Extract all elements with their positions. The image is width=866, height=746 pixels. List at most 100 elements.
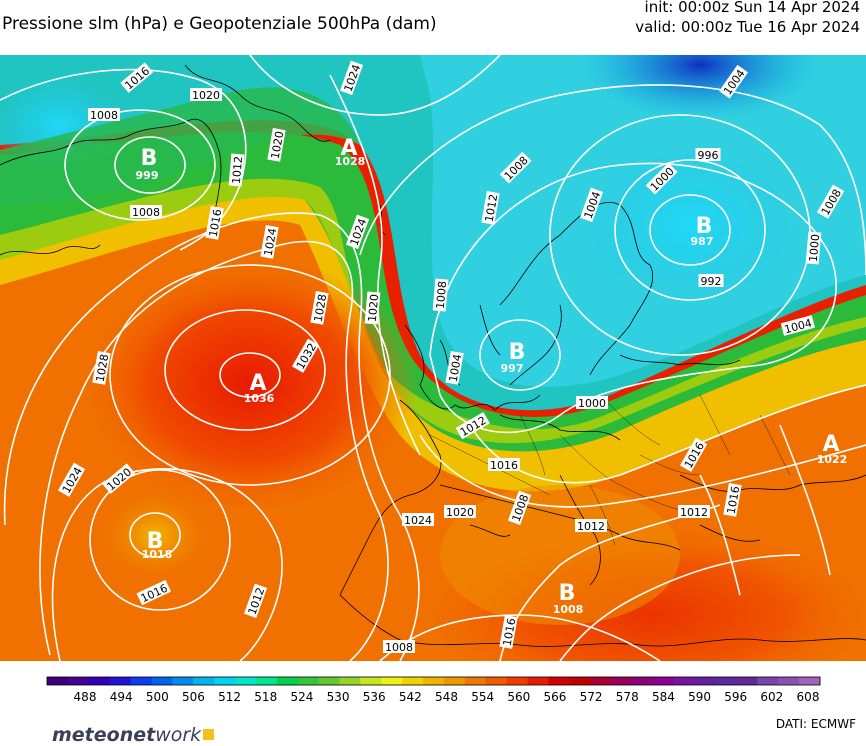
colorbar-swatch [736,677,758,685]
svg-text:1016: 1016 [207,208,225,238]
colorbar-swatch [193,677,215,685]
map-title: Pressione slm (hPa) e Geopotenziale 500h… [2,14,437,34]
colorbar-swatch [464,677,487,685]
svg-text:1012: 1012 [577,520,605,533]
colorbar-swatch [297,677,320,685]
colorbar-frame [46,676,821,686]
isobar-label: 1012 [575,519,607,533]
isobar-label: 992 [698,274,724,288]
isobar-label: 1008 [88,108,120,122]
colorbar-tick-label: 536 [363,690,386,704]
isobar-label: 1028 [92,351,111,385]
isobar-label: 1020 [267,128,286,162]
colorbar-swatch [443,677,466,685]
isobar-label: 1008 [130,205,162,219]
meteonetwork-logo[interactable]: meteonetwork [52,724,215,746]
svg-text:992: 992 [701,275,722,288]
colorbar-tick-label: 506 [182,690,205,704]
colorbar-swatch [235,677,257,685]
colorbar-tick-label: 524 [290,690,313,704]
svg-text:1008: 1008 [553,603,584,616]
colorbar-tick-label: 578 [616,690,639,704]
isobar-label: 1000 [805,231,822,265]
colorbar-swatch [778,677,800,685]
colorbar-swatch [47,677,69,685]
isobar-label: 1020 [190,88,222,102]
colorbar-tick-label: 488 [74,690,97,704]
colorbar-tick-label: 500 [146,690,169,704]
svg-text:1020: 1020 [366,294,381,323]
colorbar-tick-label: 512 [218,690,241,704]
colorbar-swatch [339,677,361,685]
colorbar-swatch [652,677,675,685]
colorbar-swatch [715,677,737,685]
isobar-label: 1016 [723,483,742,517]
colorbar-tick-label: 602 [760,690,783,704]
colorbar-swatch [67,677,90,685]
colorbar-swatch [631,677,654,685]
colorbar-swatch [318,677,340,685]
colorbar-swatch [214,677,236,685]
coastlines [0,64,866,647]
colorbar-swatch [88,677,111,685]
isobar-label: 1012 [678,505,710,519]
svg-text:B: B [141,146,158,171]
isobar-label: 1024 [260,225,279,259]
svg-text:B: B [509,340,526,365]
colorbar-swatch [485,677,508,685]
colorbar-tick-label: 590 [688,690,711,704]
data-credit: DATI: ECMWF [775,717,856,731]
init-time: init: 00:00z Sun 14 Apr 2024 [644,0,860,16]
isobar-label: 1008 [383,640,415,654]
valid-time: valid: 00:00z Tue 16 Apr 2024 [635,18,860,36]
colorbar-tick-label: 608 [797,690,820,704]
svg-text:997: 997 [501,362,524,375]
colorbar-tick-label: 542 [399,690,422,704]
svg-text:1020: 1020 [269,130,287,160]
svg-text:1020: 1020 [446,506,474,519]
colorbar-tick-label: 560 [507,690,530,704]
svg-text:1008: 1008 [90,109,118,122]
colorbar-swatch [402,677,424,685]
colorbar-swatch [757,677,779,685]
svg-text:1028: 1028 [335,155,366,168]
isobar-label: 1020 [364,291,381,325]
isobar-label: 1008 [432,278,449,312]
isobar-label: 1016 [205,206,224,240]
isobar-label: 1016 [488,458,520,472]
isobar-label: 1000 [576,396,608,410]
colorbar-swatch [423,677,445,685]
svg-text:1012: 1012 [483,193,501,223]
colorbar-tick-label: 518 [254,690,277,704]
svg-text:987: 987 [691,235,714,248]
colorbar-tick-label: 554 [471,690,494,704]
svg-text:999: 999 [136,169,159,182]
svg-text:1020: 1020 [192,89,220,102]
colorbar-swatch [381,677,403,685]
isobar-label: 996 [695,148,721,162]
svg-text:1024: 1024 [262,227,280,257]
svg-text:1012: 1012 [680,506,708,519]
isobar-label: 1012 [228,153,245,187]
colorbar-swatch [799,677,821,685]
svg-text:996: 996 [698,149,719,162]
svg-text:1008: 1008 [434,281,449,310]
isobar-label: 1028 [310,291,329,325]
svg-text:1008: 1008 [385,641,413,654]
colorbar-tick-label: 596 [724,690,747,704]
svg-text:B: B [147,529,164,554]
svg-text:A: A [340,136,357,161]
svg-text:1000: 1000 [807,234,822,263]
svg-text:1028: 1028 [312,293,330,323]
svg-text:1036: 1036 [244,392,275,405]
svg-text:1022: 1022 [817,453,848,466]
colorbar-tick-label: 548 [435,690,458,704]
colorbar-tick-label: 494 [110,690,133,704]
colorbar-tick-label: 530 [327,690,350,704]
colorbar-swatch [527,677,549,685]
